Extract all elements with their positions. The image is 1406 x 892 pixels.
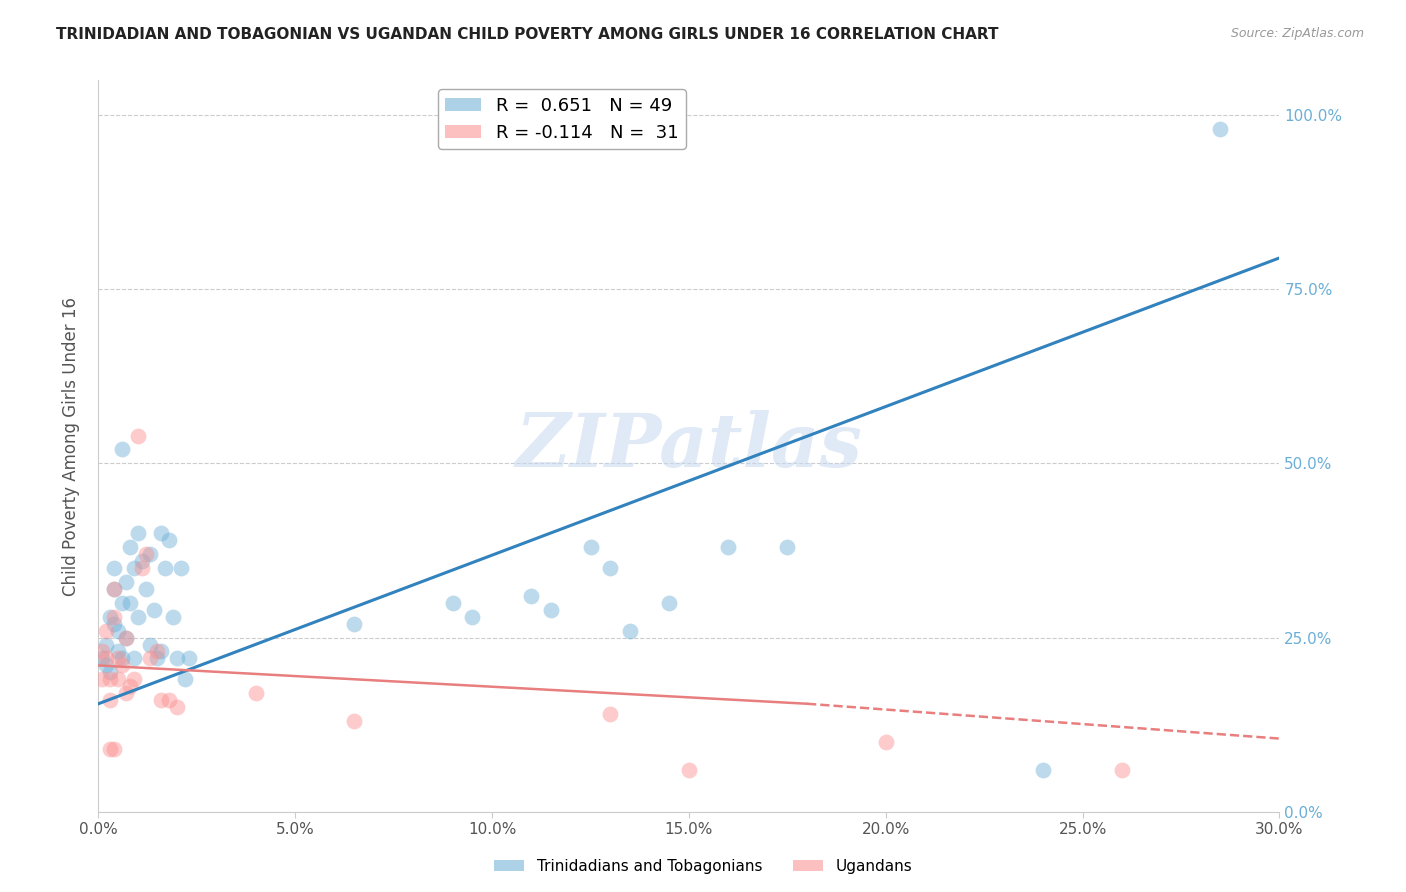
Point [1111,763,1133,777]
Point [875,735,897,749]
Point [138,651,160,665]
Text: Source: ZipAtlas.com: Source: ZipAtlas.com [1230,27,1364,40]
Point [520,589,543,603]
Point [245,686,267,700]
Point [96,624,118,638]
Point [96,651,118,665]
Point [146,651,169,665]
Point [717,540,740,554]
Point [678,763,700,777]
Point [96,658,118,673]
Point [131,561,153,575]
Point [103,582,125,596]
Point [115,631,138,645]
Point [103,742,125,756]
Text: ZIPatlas: ZIPatlas [516,409,862,483]
Point [155,561,177,575]
Point [96,638,118,652]
Point [98,693,121,707]
Point [122,673,145,687]
Point [150,693,173,707]
Point [142,603,165,617]
Point [127,428,149,442]
Point [118,679,141,693]
Point [98,609,121,624]
Point [107,644,129,658]
Text: TRINIDADIAN AND TOBAGONIAN VS UGANDAN CHILD POVERTY AMONG GIRLS UNDER 16 CORRELA: TRINIDADIAN AND TOBAGONIAN VS UGANDAN CH… [56,27,998,42]
Point [343,714,366,728]
Point [115,686,138,700]
Point [111,442,134,457]
Point [441,596,464,610]
Point [115,631,138,645]
Point [122,561,145,575]
Point [579,540,602,554]
Legend: R =  0.651   N = 49, R = -0.114   N =  31: R = 0.651 N = 49, R = -0.114 N = 31 [439,89,686,149]
Point [127,526,149,541]
Point [115,574,138,589]
Point [107,651,129,665]
Point [111,596,134,610]
Point [118,540,141,554]
Point [138,638,160,652]
Point [619,624,641,638]
Point [1032,763,1054,777]
Point [599,561,621,575]
Point [157,533,180,547]
Point [170,561,193,575]
Point [127,609,149,624]
Point [177,651,200,665]
Point [103,561,125,575]
Point [150,526,173,541]
Point [540,603,562,617]
Point [107,673,129,687]
Point [461,609,484,624]
Point [157,693,180,707]
Point [122,651,145,665]
Point [174,673,197,687]
Point [166,651,188,665]
Point [103,582,125,596]
Point [111,658,134,673]
Point [107,624,129,638]
Point [111,651,134,665]
Point [658,596,681,610]
Legend: Trinidadians and Tobagonians, Ugandans: Trinidadians and Tobagonians, Ugandans [488,853,918,880]
Point [599,707,621,722]
Point [98,665,121,680]
Point [1209,122,1232,136]
Point [98,742,121,756]
Point [150,644,173,658]
Point [98,673,121,687]
Point [135,582,157,596]
Point [162,609,184,624]
Point [776,540,799,554]
Point [138,547,160,561]
Point [118,596,141,610]
Point [146,644,169,658]
Point [103,616,125,631]
Point [91,673,114,687]
Point [91,651,114,665]
Point [166,700,188,714]
Point [131,554,153,568]
Point [103,609,125,624]
Point [135,547,157,561]
Point [343,616,366,631]
Point [91,644,114,658]
Y-axis label: Child Poverty Among Girls Under 16: Child Poverty Among Girls Under 16 [62,296,80,596]
